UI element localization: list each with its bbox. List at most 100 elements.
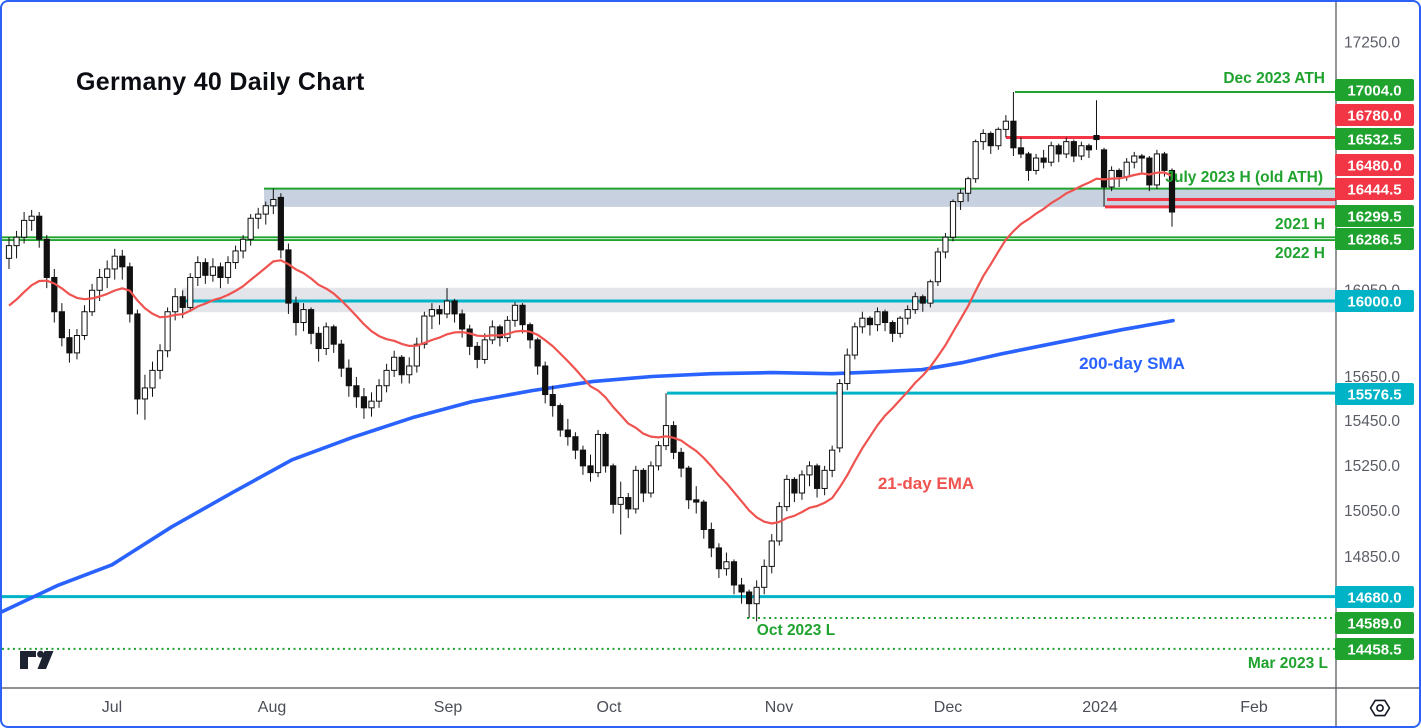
candle-body — [13, 236, 20, 247]
month-label-2024: 2024 — [1082, 699, 1118, 716]
price-badge-16286.5 — [1335, 228, 1414, 250]
candle-body — [28, 215, 35, 221]
candle-body — [209, 266, 217, 276]
month-label-Aug: Aug — [258, 699, 286, 716]
candle-body — [66, 337, 73, 354]
candle-body — [240, 238, 247, 252]
candle-body — [730, 561, 738, 586]
candle-body — [58, 311, 65, 339]
candle-body — [542, 365, 549, 396]
candle-body — [149, 369, 156, 389]
month-label-Dec: Dec — [934, 699, 962, 716]
candle-body — [5, 245, 13, 259]
price-badge-16780.0 — [1335, 104, 1414, 126]
candle-body — [897, 317, 904, 334]
logo-bar — [20, 651, 36, 669]
price-badge-label: 16286.5 — [1347, 232, 1401, 249]
candle-body — [504, 319, 511, 339]
hexagon-pupil — [1376, 704, 1384, 712]
price-badge-label: 17004.0 — [1347, 83, 1401, 100]
candle-body — [104, 268, 111, 278]
candle-body — [466, 328, 473, 347]
candle-body — [36, 215, 43, 240]
candle-body — [829, 449, 836, 471]
candle-body — [1048, 145, 1055, 163]
candle-body — [859, 317, 866, 328]
candle-body — [307, 309, 315, 334]
candle-body — [451, 300, 458, 315]
plot-area[interactable] — [2, 91, 1336, 650]
candle-body — [700, 501, 707, 530]
candle-body — [1161, 153, 1168, 171]
candle-body — [292, 302, 300, 324]
candle-body — [88, 289, 96, 313]
candle-body — [315, 332, 322, 350]
logo-dot — [37, 650, 44, 658]
annotation-2021-h: 2021 H — [1275, 216, 1325, 233]
price-badge-16480.0 — [1335, 154, 1414, 176]
candle-body — [1078, 145, 1085, 157]
price-tick-label: 17250.0 — [1344, 35, 1400, 52]
ema-21-line — [8, 171, 1173, 525]
annotation-oct-2023-l: Oct 2023 L — [757, 622, 835, 639]
price-badge-label: 16444.5 — [1347, 182, 1401, 199]
price-axis[interactable]: 17250.016050.015650.015450.015250.015050… — [1335, 35, 1414, 660]
candle-body — [406, 365, 413, 376]
price-badge-label: 15576.5 — [1347, 387, 1401, 404]
candle-body — [338, 343, 345, 369]
candle-body — [156, 350, 164, 371]
logo-slash — [37, 651, 54, 669]
candle-body — [443, 300, 451, 315]
price-badge-16299.5 — [1335, 205, 1414, 227]
candle-body — [375, 385, 383, 402]
candle-body — [798, 474, 806, 494]
candle-body — [904, 309, 911, 319]
candle-body — [949, 201, 957, 238]
candle-body — [579, 449, 587, 467]
candle-body — [51, 276, 58, 313]
tradingview-logo-icon[interactable] — [20, 650, 54, 669]
candle-body — [602, 433, 609, 467]
candle-body — [761, 565, 768, 588]
candle-body — [738, 584, 745, 593]
candle-body — [391, 356, 398, 371]
hexagon-eye-icon[interactable] — [1369, 699, 1391, 717]
candle-body — [791, 478, 798, 494]
candle-body — [1040, 157, 1047, 163]
candle-body — [489, 326, 496, 341]
candle-body — [262, 205, 269, 215]
candle-body — [1055, 145, 1062, 155]
candle-body — [73, 335, 81, 354]
candle-body — [806, 465, 813, 476]
candle-body — [421, 315, 428, 345]
time-axis[interactable]: Jul Aug Sep Oct Nov Dec 2024 Feb — [102, 699, 1268, 716]
candle-body — [557, 405, 564, 431]
candle-body — [194, 262, 201, 278]
candle-body — [655, 445, 662, 467]
candle-body — [1116, 169, 1123, 178]
candle-body — [534, 339, 541, 367]
hexagon-outline — [1369, 699, 1391, 717]
candle-body — [232, 250, 239, 264]
candle-body — [172, 296, 179, 313]
candle-body — [708, 528, 715, 549]
candle-body — [164, 311, 171, 352]
candle-body — [723, 561, 730, 570]
month-label-Nov: Nov — [765, 699, 793, 716]
month-label-Jul: Jul — [102, 699, 122, 716]
candle-body — [300, 309, 307, 324]
candle-body — [428, 309, 436, 317]
price-badge-label: 14589.0 — [1347, 616, 1401, 633]
candle-body — [330, 326, 337, 345]
candle-body — [776, 506, 783, 542]
resistance-zone-band — [264, 188, 1336, 207]
price-badge-14458.5 — [1335, 638, 1414, 660]
candle-body — [783, 478, 790, 508]
candle-body — [1063, 141, 1070, 155]
candle-body — [851, 326, 858, 356]
candle-body — [1025, 153, 1032, 171]
price-badge-17004.0 — [1335, 79, 1414, 101]
candle-body — [353, 385, 360, 398]
candle-body — [693, 499, 700, 503]
